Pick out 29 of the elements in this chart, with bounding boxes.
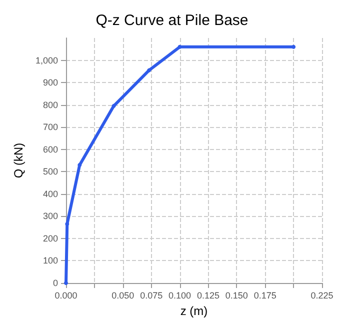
x-tick-label: 0.075	[140, 290, 163, 300]
y-axis-title: Q (kN)	[12, 142, 26, 178]
y-tick-label: 300	[42, 211, 58, 222]
point	[292, 44, 296, 49]
y-tick-label: 400	[42, 188, 58, 199]
y-tick-label: 500	[42, 166, 58, 177]
x-tick-label: 0.150	[225, 290, 248, 300]
point	[112, 104, 116, 108]
x-tick-label: 0.225	[310, 290, 334, 300]
point	[147, 68, 152, 72]
point	[64, 281, 68, 285]
x-tick-label: 0.050	[112, 290, 134, 300]
chart-title: Q-z Curve at Pile Base	[96, 12, 248, 29]
y-tick-label: 100	[42, 256, 58, 266]
x-tick-label: 0.000	[54, 290, 78, 300]
point	[78, 162, 82, 167]
x-tick-label: 0.125	[196, 290, 220, 300]
y-tick-label: 700	[42, 122, 58, 132]
y-tick-label: 800	[42, 100, 58, 110]
y-tick-label: 200	[42, 233, 58, 244]
x-tick-label: 0.175	[254, 290, 276, 300]
x-tick-label: 0.100	[168, 290, 192, 300]
y-tick-label: 900	[42, 78, 58, 88]
y-tick-label: 1,000	[35, 55, 58, 66]
x-axis-title: z (m)	[180, 304, 208, 318]
y-tick-label: 600	[42, 144, 58, 154]
point	[178, 44, 182, 49]
point	[65, 222, 70, 226]
y-tick-label: 0	[52, 278, 58, 288]
